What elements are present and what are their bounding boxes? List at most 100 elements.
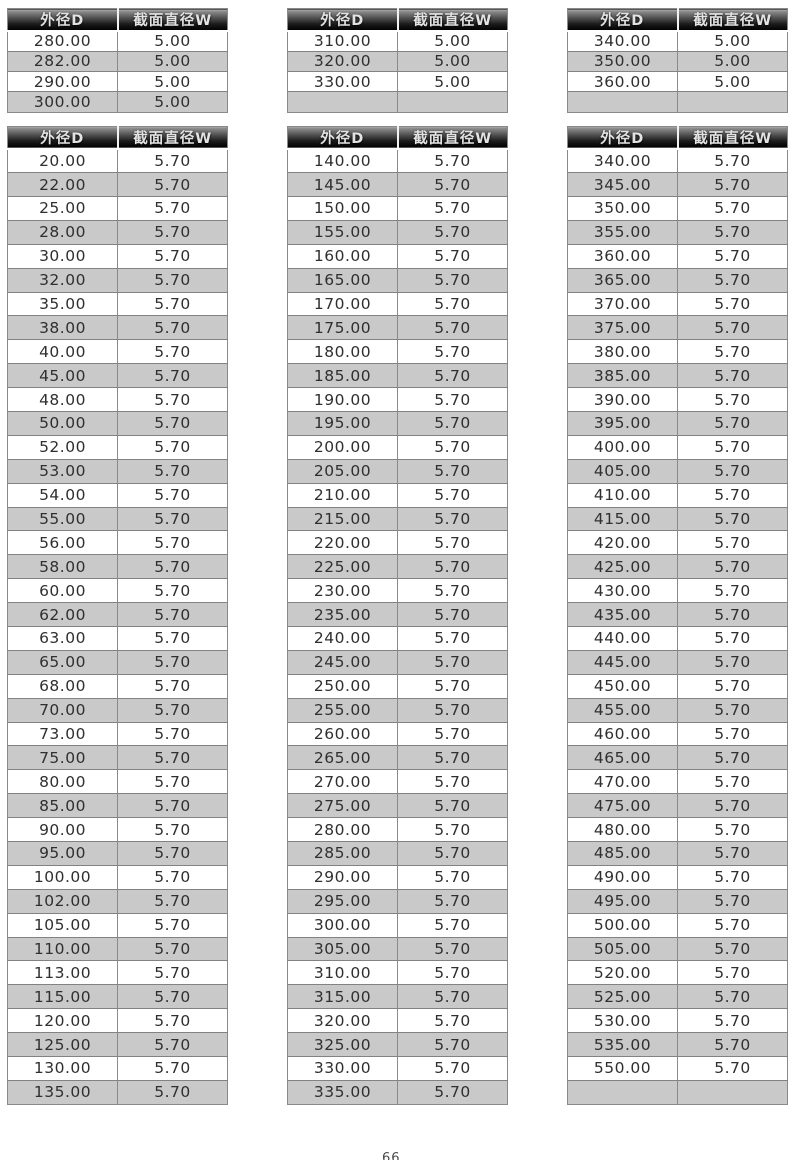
- table-row: 270.00 5.70: [287, 769, 508, 794]
- outer-diameter-value: 200.00: [287, 434, 398, 460]
- table-row: 375.00 5.70: [567, 315, 788, 340]
- table-row: 180.00 5.70: [287, 339, 508, 364]
- table-row: 68.00 5.70: [7, 673, 228, 699]
- outer-diameter-value: 365.00: [567, 267, 678, 293]
- table-row: 125.00 5.70: [7, 1032, 228, 1057]
- section-diameter-header: 截面直径W: [396, 8, 508, 32]
- outer-diameter-value: 230.00: [287, 578, 398, 603]
- outer-diameter-value: 102.00: [7, 888, 118, 914]
- section-diameter-value: 5.70: [117, 1056, 228, 1081]
- outer-diameter-header: 外径D: [287, 8, 398, 32]
- table-row: 460.00 5.70: [567, 721, 788, 746]
- table-row: 525.00 5.70: [567, 984, 788, 1009]
- section-diameter-value: 5.70: [117, 912, 228, 938]
- section-diameter-value: 5.70: [397, 339, 508, 364]
- table-row: 70.00 5.70: [7, 697, 228, 723]
- outer-diameter-value: 550.00: [567, 1056, 678, 1081]
- section-diameter-value: 5.70: [677, 912, 788, 938]
- outer-diameter-value: 525.00: [567, 984, 678, 1009]
- section-diameter-value: 5.70: [397, 434, 508, 460]
- section-diameter-value: 5.70: [117, 697, 228, 723]
- table-row: 350.00 5.00: [567, 50, 788, 72]
- outer-diameter-value: 52.00: [7, 434, 118, 460]
- outer-diameter-value: 300.00: [7, 91, 118, 113]
- outer-diameter-value: 340.00: [567, 30, 678, 52]
- section-diameter-value: 5.70: [117, 530, 228, 555]
- outer-diameter-value: 160.00: [287, 243, 398, 269]
- table-row: 155.00 5.70: [287, 219, 508, 245]
- section-diameter-value: 5.70: [677, 506, 788, 531]
- section-diameter-value: 5.70: [117, 769, 228, 794]
- section-diameter-value: 5.70: [117, 291, 228, 316]
- outer-diameter-value: 282.00: [7, 50, 118, 72]
- section-diameter-value: [677, 91, 788, 113]
- outer-diameter-value: 73.00: [7, 721, 118, 746]
- section-diameter-value: 5.70: [677, 936, 788, 961]
- table-row: 170.00 5.70: [287, 291, 508, 316]
- section-diameter-value: 5.70: [397, 793, 508, 818]
- section-diameter-value: 5.70: [677, 1008, 788, 1033]
- outer-diameter-value: 175.00: [287, 315, 398, 340]
- table-row: 450.00 5.70: [567, 673, 788, 699]
- section-diameter-value: 5.70: [677, 578, 788, 603]
- table-row: 295.00 5.70: [287, 888, 508, 914]
- header-row: 外径D 截面直径W: [567, 126, 788, 150]
- table-row: 440.00 5.70: [567, 626, 788, 651]
- table-row: 360.00 5.70: [567, 243, 788, 269]
- outer-diameter-value: 380.00: [567, 339, 678, 364]
- table-row: 495.00 5.70: [567, 888, 788, 914]
- outer-diameter-value: 350.00: [567, 195, 678, 221]
- section-diameter-value: 5.70: [397, 578, 508, 603]
- outer-diameter-value: 45.00: [7, 363, 118, 388]
- section-diameter-value: 5.70: [117, 841, 228, 866]
- section-diameter-value: 5.70: [397, 984, 508, 1009]
- table-row: 110.00 5.70: [7, 936, 228, 961]
- outer-diameter-value: 470.00: [567, 769, 678, 794]
- outer-diameter-value: 250.00: [287, 673, 398, 699]
- section-diameter-value: 5.70: [117, 506, 228, 531]
- section-diameter-value: 5.70: [677, 984, 788, 1009]
- table-row: 330.00 5.70: [287, 1056, 508, 1081]
- header-row: 外径D 截面直径W: [567, 8, 788, 32]
- table-row: 435.00 5.70: [567, 602, 788, 627]
- outer-diameter-value: 320.00: [287, 1008, 398, 1033]
- table-row: 260.00 5.70: [287, 721, 508, 746]
- section-diameter-value: 5.70: [677, 363, 788, 388]
- outer-diameter-value: 190.00: [287, 387, 398, 412]
- outer-diameter-value: 330.00: [287, 71, 398, 92]
- section-diameter-value: 5.70: [677, 458, 788, 484]
- outer-diameter-value: 95.00: [7, 841, 118, 866]
- section-diameter-value: 5.70: [677, 673, 788, 699]
- section-diameter-value: 5.70: [397, 267, 508, 293]
- outer-diameter-value: 70.00: [7, 697, 118, 723]
- table-row: 175.00 5.70: [287, 315, 508, 340]
- section-diameter-value: 5.70: [677, 1032, 788, 1057]
- table-row: 395.00 5.70: [567, 410, 788, 436]
- outer-diameter-value: 425.00: [567, 554, 678, 579]
- outer-diameter-value: 235.00: [287, 602, 398, 627]
- section-diameter-value: 5.70: [397, 291, 508, 316]
- outer-diameter-value: [287, 91, 398, 113]
- header-row: 外径D 截面直径W: [287, 8, 508, 32]
- table-row: 320.00 5.70: [287, 1008, 508, 1033]
- section-diameter-value: 5.70: [117, 602, 228, 627]
- section-diameter-value: 5.70: [397, 1056, 508, 1081]
- section-diameter-value: 5.70: [677, 148, 788, 173]
- table-row: 30.00 5.70: [7, 243, 228, 269]
- section-diameter-value: 5.70: [117, 148, 228, 173]
- outer-diameter-value: 495.00: [567, 888, 678, 914]
- outer-diameter-value: 385.00: [567, 363, 678, 388]
- outer-diameter-header: 外径D: [567, 8, 678, 32]
- section-diameter-value: 5.00: [117, 91, 228, 113]
- section-diameter-value: 5.00: [397, 71, 508, 92]
- outer-diameter-value: 150.00: [287, 195, 398, 221]
- section-diameter-value: 5.70: [117, 984, 228, 1009]
- outer-diameter-value: 53.00: [7, 458, 118, 484]
- section-diameter-value: 5.70: [117, 673, 228, 699]
- outer-diameter-value: 275.00: [287, 793, 398, 818]
- section-diameter-value: 5.70: [117, 936, 228, 961]
- spec-table-top-2: 外径D 截面直径W 310.00 5.00 320.00 5.00 330.00 5.00: [287, 8, 508, 113]
- section-diameter-header: 截面直径W: [676, 126, 788, 150]
- table-row: 550.00 5.70: [567, 1056, 788, 1081]
- outer-diameter-value: 445.00: [567, 649, 678, 675]
